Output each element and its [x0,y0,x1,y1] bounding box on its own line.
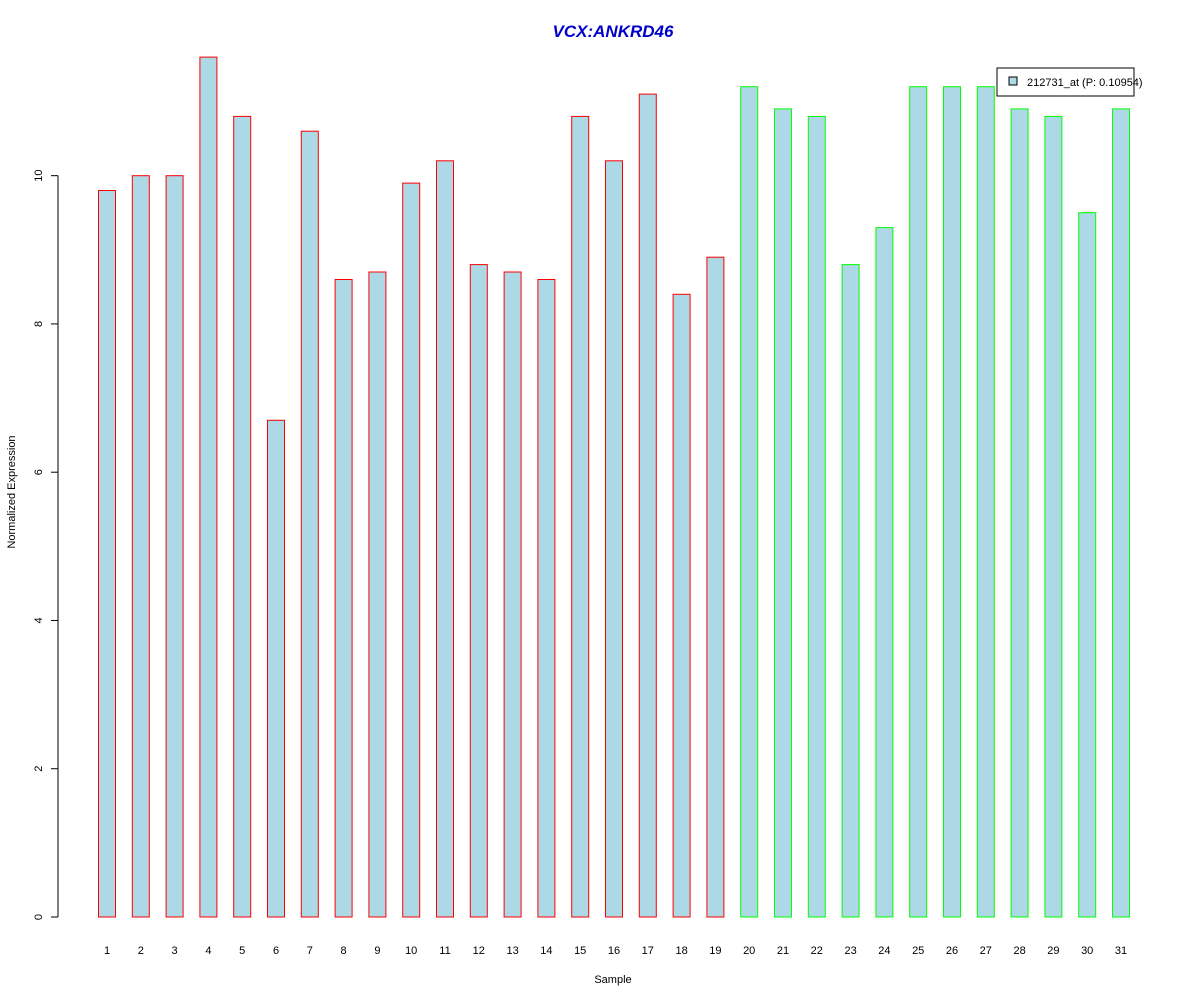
bar-sample-22 [807,115,826,918]
bar-sample-24 [875,227,894,918]
x-tick-label: 23 [844,945,856,957]
bar-sample-8 [334,279,353,918]
x-tick-label: 3 [172,945,178,957]
x-tick-label: 5 [239,945,245,957]
bar-sample-28 [1010,108,1029,918]
bar-sample-1 [98,190,116,918]
x-tick-label: 24 [878,945,890,957]
x-tick-label: 17 [642,945,654,957]
x-tick-label: 2 [138,945,144,957]
x-tick-label: 12 [473,945,485,957]
bar-sample-23 [841,264,860,918]
legend-swatch [1008,76,1018,86]
x-tick-label: 11 [439,945,450,957]
bar-sample-27 [976,86,995,918]
x-tick-label: 13 [506,945,518,957]
x-tick-label: 29 [1047,945,1059,957]
bar-sample-19 [706,256,725,918]
y-tick-label: 8 [33,321,45,327]
x-tick-label: 8 [341,945,347,957]
bar-sample-6 [267,419,285,918]
x-tick-label: 4 [205,945,211,957]
y-tick-label: 10 [33,170,45,182]
chart-title: VCX:ANKRD46 [553,22,674,41]
x-tick-label: 18 [675,945,687,957]
x-tick-label: 26 [946,945,958,957]
bar-sample-11 [436,160,454,918]
bar-sample-31 [1112,108,1130,918]
bar-sample-3 [165,175,184,918]
x-tick-label: 19 [709,945,721,957]
bar-sample-14 [537,279,556,918]
x-tick-label: 10 [405,945,417,957]
bar-sample-13 [503,271,522,918]
x-tick-label: 21 [777,945,789,957]
x-tick-label: 28 [1013,945,1025,957]
bar-sample-15 [571,115,590,918]
bar-sample-18 [672,293,691,918]
x-tick-label: 20 [743,945,755,957]
bar-sample-12 [469,264,488,918]
legend: 212731_at (P: 0.10954) [996,67,1143,97]
bars [98,56,1130,918]
y-tick-label: 2 [33,766,45,772]
x-tick-label: 7 [307,945,313,957]
y-tick-label: 6 [33,469,45,475]
bar-sample-21 [774,108,792,918]
x-tick-label: 31 [1115,945,1127,957]
x-axis-label: Sample [594,974,631,986]
x-tick-label: 27 [980,945,992,957]
y-tick-label: 4 [33,617,45,623]
bar-sample-29 [1044,115,1063,918]
x-tick-label: 6 [273,945,279,957]
bar-sample-16 [605,160,623,918]
bar-sample-2 [131,175,150,918]
x-axis-ticks: 1 2 3 4 5 6 7 8 9 10 11 12 13 14 15 16 17 18 19 20 21 22 23 24 2… [104,945,1127,957]
bar-sample-17 [638,93,657,918]
bar-sample-9 [368,271,387,918]
bar-sample-20 [740,86,759,918]
y-axis-label: Normalized Expression [6,435,18,548]
legend-label: 212731_at (P: 0.10954) [1027,77,1143,89]
bar-sample-7 [300,130,319,918]
x-tick-label: 15 [574,945,586,957]
bar-sample-25 [909,86,928,918]
y-axis: 0 2 4 6 8 10 [33,170,59,920]
x-tick-label: 16 [608,945,620,957]
bar-sample-26 [943,86,961,918]
x-tick-label: 22 [811,945,823,957]
bar-sample-5 [233,115,252,918]
x-tick-label: 14 [540,945,552,957]
legend-box [996,67,1135,97]
bar-sample-10 [402,182,421,918]
bar-sample-4 [199,56,218,918]
x-tick-label: 1 [104,945,110,957]
y-tick-label: 0 [33,914,45,920]
bar-sample-30 [1078,212,1097,918]
x-tick-label: 9 [374,945,380,957]
x-tick-label: 25 [912,945,924,957]
x-tick-label: 30 [1081,945,1093,957]
